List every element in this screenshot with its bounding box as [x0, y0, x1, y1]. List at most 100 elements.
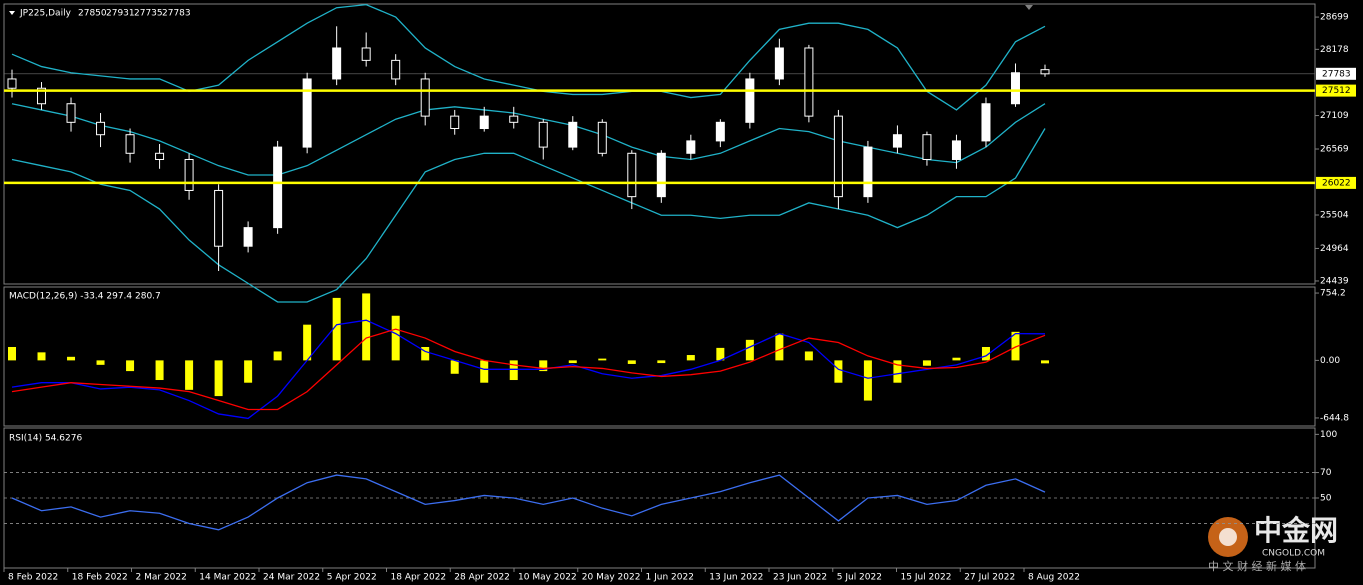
candle-body — [332, 47, 342, 80]
macd-histogram-bar — [244, 360, 253, 383]
macd-histogram-bar — [273, 351, 282, 361]
macd-line — [11, 328, 1046, 411]
macd-line — [11, 319, 1046, 420]
macd-histogram-bar — [686, 355, 695, 361]
candle-body — [155, 152, 165, 160]
x-tick-label: 8 Aug 2022 — [1028, 573, 1080, 583]
y-tick-label: 28699 — [1320, 13, 1349, 23]
candle-body — [715, 121, 725, 142]
macd-histogram-bar — [922, 360, 931, 366]
candle-body — [951, 140, 961, 160]
candle-body — [214, 189, 224, 247]
level-label: 27512 — [1322, 86, 1351, 96]
candle-body — [273, 146, 283, 229]
shift-marker — [1025, 5, 1033, 10]
candle-body — [479, 115, 489, 130]
bollinger-band — [11, 128, 1046, 303]
candle-body — [66, 103, 76, 123]
x-tick-label: 13 Jun 2022 — [709, 573, 763, 583]
candle-body — [450, 115, 460, 130]
bollinger-band — [11, 103, 1046, 176]
candle-body — [509, 115, 519, 123]
y-tick-label: 50 — [1320, 494, 1332, 504]
candle-body — [745, 78, 755, 123]
y-tick-label: 24439 — [1320, 276, 1349, 286]
macd-histogram-bar — [539, 360, 548, 372]
y-tick-label: 754.2 — [1320, 289, 1346, 299]
macd-histogram-bar — [8, 346, 16, 361]
macd-histogram-bar — [214, 360, 223, 397]
macd-histogram-bar — [981, 346, 990, 361]
level-label: 26022 — [1322, 178, 1351, 188]
rsi-line — [11, 474, 1046, 531]
macd-histogram-bar — [952, 357, 961, 361]
level-label-box — [1316, 84, 1356, 97]
macd-histogram-bar — [1011, 331, 1020, 361]
macd-histogram-bar — [657, 360, 666, 364]
header: JP225,Daily 27850 27931 27735 27783 — [9, 9, 191, 19]
macd-histogram-bar — [893, 360, 902, 383]
x-tick-label: 2 Mar 2022 — [136, 573, 187, 583]
macd-title: MACD(12,26,9) -33.4 297.4 280.7 — [9, 292, 161, 302]
x-tick-label: 1 Jun 2022 — [646, 573, 694, 583]
level-label-box — [1316, 176, 1356, 189]
macd-histogram-bar — [804, 351, 813, 361]
candle-body — [184, 158, 194, 191]
macd-histogram-bar — [863, 360, 872, 401]
candle-body — [568, 121, 578, 148]
candle-body — [96, 121, 106, 136]
candle-body — [656, 152, 666, 198]
candle-body — [686, 140, 696, 154]
x-tick-label: 15 Jul 2022 — [901, 573, 952, 583]
candle-body — [538, 121, 548, 148]
y-tick-label: 26569 — [1320, 145, 1349, 155]
macd-histogram-bar — [185, 360, 194, 390]
candle-body — [37, 87, 47, 105]
candle-body — [361, 47, 371, 61]
candle-body — [627, 152, 637, 198]
ohlc-open: 27850 — [78, 9, 107, 19]
candle-body — [863, 146, 873, 198]
macd-histogram-bar — [332, 297, 341, 361]
ohlc-low: 27735 — [134, 9, 163, 19]
candle-body — [125, 134, 135, 154]
macd-histogram-bar — [391, 315, 400, 361]
logo-inner — [1219, 528, 1237, 546]
macd-histogram-bar — [303, 324, 312, 361]
macd-panel — [3, 286, 1316, 427]
macd-histogram-bar — [509, 360, 518, 381]
candle-body — [302, 78, 312, 148]
x-tick-label: 23 Jun 2022 — [773, 573, 827, 583]
candle-body — [391, 59, 401, 80]
last-price-box — [1316, 67, 1356, 80]
y-tick-label: 27109 — [1320, 111, 1349, 121]
chart-title: JP225,Daily — [19, 9, 72, 19]
rsi-title: RSI(14) 54.6276 — [9, 434, 82, 444]
candle-body — [597, 121, 607, 154]
dropdown-icon — [9, 11, 15, 15]
brand: 中金网 — [1254, 514, 1338, 547]
x-tick-label: 8 Feb 2022 — [8, 573, 58, 583]
macd-histogram-bar — [450, 360, 459, 374]
candle-body — [981, 103, 991, 142]
x-tick-label: 18 Feb 2022 — [72, 573, 128, 583]
last-price-label: 27783 — [1322, 69, 1351, 79]
tagline: 中 文 财 经 新 媒 体 — [1208, 559, 1306, 573]
candle-body — [1010, 72, 1020, 105]
ohlc-high: 27931 — [106, 9, 135, 19]
macd-histogram-bar — [155, 360, 164, 381]
macd-histogram-bar — [775, 333, 784, 361]
macd-histogram-bar — [96, 360, 105, 365]
candle-body — [420, 78, 430, 117]
macd-histogram-bar — [1041, 360, 1049, 364]
macd-histogram-bar — [598, 358, 607, 361]
x-tick-label: 20 May 2022 — [582, 573, 641, 583]
bollinger-band — [11, 3, 1046, 111]
macd-histogram-bar — [67, 356, 76, 361]
x-tick-label: 10 May 2022 — [518, 573, 577, 583]
y-tick-label: 70 — [1320, 468, 1332, 478]
macd-histogram-bar — [627, 360, 636, 364]
macd-histogram-bar — [37, 352, 46, 361]
y-tick-label: 0.00 — [1320, 356, 1340, 366]
